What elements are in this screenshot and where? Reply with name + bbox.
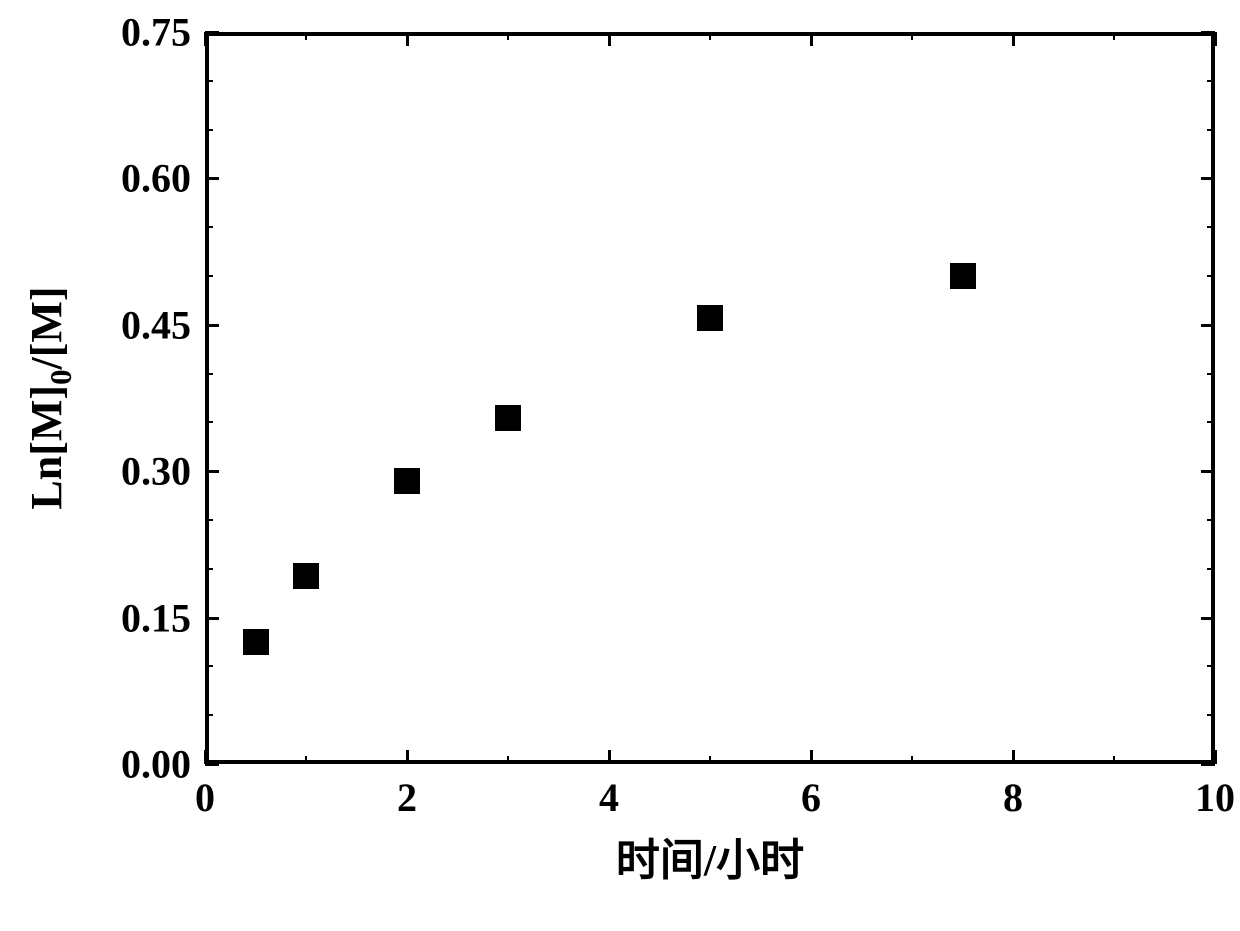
x-tick [810,750,813,764]
x-tick-top [406,32,409,46]
y-minor-tick [205,80,213,82]
x-tick [608,750,611,764]
x-minor-tick [709,756,711,764]
y-minor-tick-right [1207,129,1215,131]
data-point [394,468,420,494]
y-tick-label: 0.45 [121,301,191,348]
y-minor-tick [205,373,213,375]
x-tick-label: 8 [1003,774,1023,821]
x-tick [406,750,409,764]
y-tick-label: 0.75 [121,9,191,56]
x-tick-top [608,32,611,46]
x-minor-tick [911,756,913,764]
x-minor-tick-top [1113,32,1115,40]
x-tick-top [810,32,813,46]
y-tick [205,324,219,327]
y-minor-tick [205,714,213,716]
x-minor-tick [305,756,307,764]
y-minor-tick-right [1207,373,1215,375]
axis-border [1211,32,1215,764]
y-tick [205,617,219,620]
x-tick-label: 2 [397,774,417,821]
y-minor-tick [205,226,213,228]
y-minor-tick-right [1207,421,1215,423]
y-axis-title: Ln[M]0/[M] [21,286,79,509]
y-minor-tick-right [1207,275,1215,277]
y-tick-right [1201,31,1215,34]
data-point [697,305,723,331]
y-tick-right [1201,470,1215,473]
y-minor-tick [205,665,213,667]
data-point [243,629,269,655]
y-tick-right [1201,177,1215,180]
x-tick-label: 10 [1195,774,1235,821]
x-tick [204,750,207,764]
x-tick-label: 0 [195,774,215,821]
data-point [293,563,319,589]
axis-border [205,32,209,764]
x-minor-tick [1113,756,1115,764]
y-tick-right [1201,617,1215,620]
y-tick-label: 0.60 [121,155,191,202]
x-tick-label: 6 [801,774,821,821]
y-minor-tick-right [1207,714,1215,716]
x-tick-top [204,32,207,46]
y-minor-tick-right [1207,665,1215,667]
x-tick-label: 4 [599,774,619,821]
x-minor-tick-top [305,32,307,40]
data-point [950,263,976,289]
x-minor-tick-top [911,32,913,40]
y-tick [205,763,219,766]
y-minor-tick [205,421,213,423]
x-tick-top [1214,32,1217,46]
y-tick-label: 0.00 [121,741,191,788]
y-minor-tick [205,129,213,131]
data-point [495,405,521,431]
y-minor-tick-right [1207,568,1215,570]
y-minor-tick [205,275,213,277]
y-minor-tick [205,568,213,570]
y-tick-label: 0.30 [121,448,191,495]
y-minor-tick-right [1207,80,1215,82]
y-tick [205,177,219,180]
y-tick-label: 0.15 [121,594,191,641]
x-minor-tick [507,756,509,764]
y-minor-tick-right [1207,226,1215,228]
x-tick [1214,750,1217,764]
y-minor-tick-right [1207,519,1215,521]
y-tick-right [1201,763,1215,766]
x-tick [1012,750,1015,764]
y-tick [205,31,219,34]
x-minor-tick-top [507,32,509,40]
kinetics-scatter-chart: 时间/小时 Ln[M]0/[M] 0 2 4 6 8 10 0.00 0.15 0.30 0.45… [0,0,1240,931]
y-tick-right [1201,324,1215,327]
x-tick-top [1012,32,1015,46]
y-tick [205,470,219,473]
plot-area [205,32,1215,764]
y-minor-tick [205,519,213,521]
x-minor-tick-top [709,32,711,40]
x-axis-title: 时间/小时 [616,824,804,888]
